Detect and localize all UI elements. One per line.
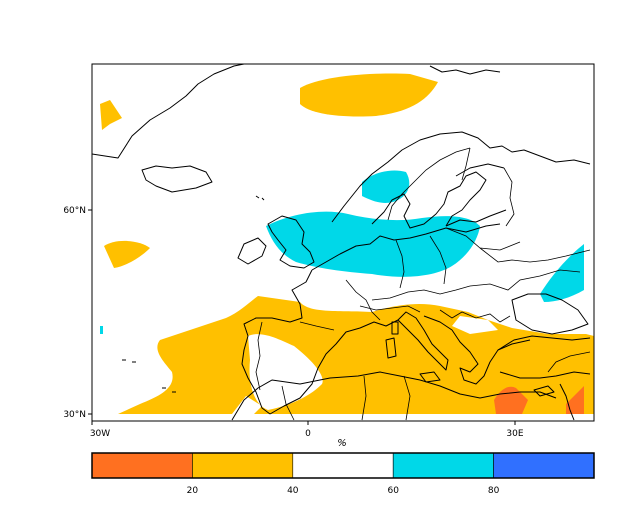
border-spain-portugal — [255, 321, 263, 391]
colorbar-label-60: 60 — [387, 486, 399, 496]
map-frame — [91, 63, 595, 422]
coast-atlantic-islands — [122, 359, 176, 393]
border-norway-sweden — [387, 147, 471, 221]
colorbar-bin-0-20 — [91, 452, 193, 479]
coast-scandinavia — [331, 131, 591, 229]
coast-balkans — [423, 315, 531, 385]
colorbar-label-80: 80 — [488, 486, 500, 496]
coast-svalbard — [429, 65, 501, 75]
border-finland-russia — [503, 167, 515, 227]
coast-great-britain — [267, 215, 315, 269]
coast-cyprus — [533, 385, 555, 397]
coast-iberia-south — [269, 319, 399, 415]
shade-40-60-adriatic — [452, 316, 498, 334]
coast-sicily — [419, 371, 441, 383]
shade-60-80-north-europe — [266, 211, 480, 277]
map-axes: 30W 0 30E 60°N 30°N % — [63, 206, 524, 449]
coast-greenland — [92, 64, 245, 159]
coast-levant — [559, 383, 575, 421]
shade-40-60-lower-band — [232, 396, 262, 414]
coast-sardinia — [385, 337, 397, 359]
colorbar-frame — [91, 452, 595, 479]
border-central-europe — [371, 285, 471, 301]
unit-label: % — [337, 438, 347, 449]
colorbar-bin-20-40 — [192, 452, 294, 479]
border-germany-poland — [395, 239, 405, 289]
coast-ireland — [237, 237, 267, 265]
shade-40-60-iberia — [248, 334, 323, 410]
coast-faroes — [255, 195, 265, 201]
coast-north-africa — [231, 371, 557, 421]
colorbar-label-20: 20 — [187, 486, 199, 496]
shade-20-40-west-atlantic — [104, 240, 150, 268]
shade-20-40-north-atlantic — [100, 100, 122, 130]
border-belarus-russia — [479, 247, 591, 263]
shade-60-80-scandinavia — [362, 170, 410, 203]
coast-iceland — [141, 165, 213, 193]
colorbar-bin-80-100 — [493, 452, 595, 479]
country-borders — [255, 147, 591, 421]
border-north-africa — [281, 375, 411, 421]
colorbar-tick-labels: 20 40 60 80 — [187, 486, 500, 496]
probability-shading — [100, 73, 594, 414]
shade-20-40-norwegian-sea — [300, 73, 438, 117]
coast-france-iberia — [241, 269, 313, 415]
lat-label-60n: 60°N — [63, 206, 86, 216]
coast-corsica — [391, 321, 399, 335]
shade-0-20-levant — [566, 386, 584, 414]
colorbar-bin-60-80 — [392, 452, 494, 479]
border-france-germany — [345, 279, 381, 321]
border-ukraine — [469, 269, 581, 291]
colorbar: 20 40 60 80 — [91, 452, 595, 496]
border-sweden-finland — [461, 147, 471, 181]
coast-finland — [445, 163, 507, 227]
shade-60-80-black-sea — [540, 244, 584, 302]
coast-continent-north — [311, 223, 501, 271]
map-panel — [91, 63, 595, 422]
lon-label-30e: 30E — [506, 429, 523, 439]
lon-label-30w: 30W — [90, 429, 110, 439]
border-spain-france — [299, 321, 335, 331]
colorbar-bins — [91, 452, 595, 479]
lat-label-30n: 30°N — [63, 410, 86, 420]
colorbar-bin-40-60 — [292, 452, 394, 479]
border-balkans-inner — [439, 309, 511, 323]
border-poland-east — [429, 235, 447, 285]
coast-italy — [397, 311, 449, 371]
border-alps — [359, 305, 421, 313]
lon-label-0: 0 — [305, 429, 311, 439]
coast-black-sea — [511, 293, 589, 335]
coast-turkey — [497, 335, 591, 379]
coastlines — [92, 64, 591, 421]
colorbar-label-40: 40 — [287, 486, 299, 496]
border-turkey-east — [547, 351, 591, 373]
shade-60-80-atlantic-speck — [100, 326, 103, 334]
